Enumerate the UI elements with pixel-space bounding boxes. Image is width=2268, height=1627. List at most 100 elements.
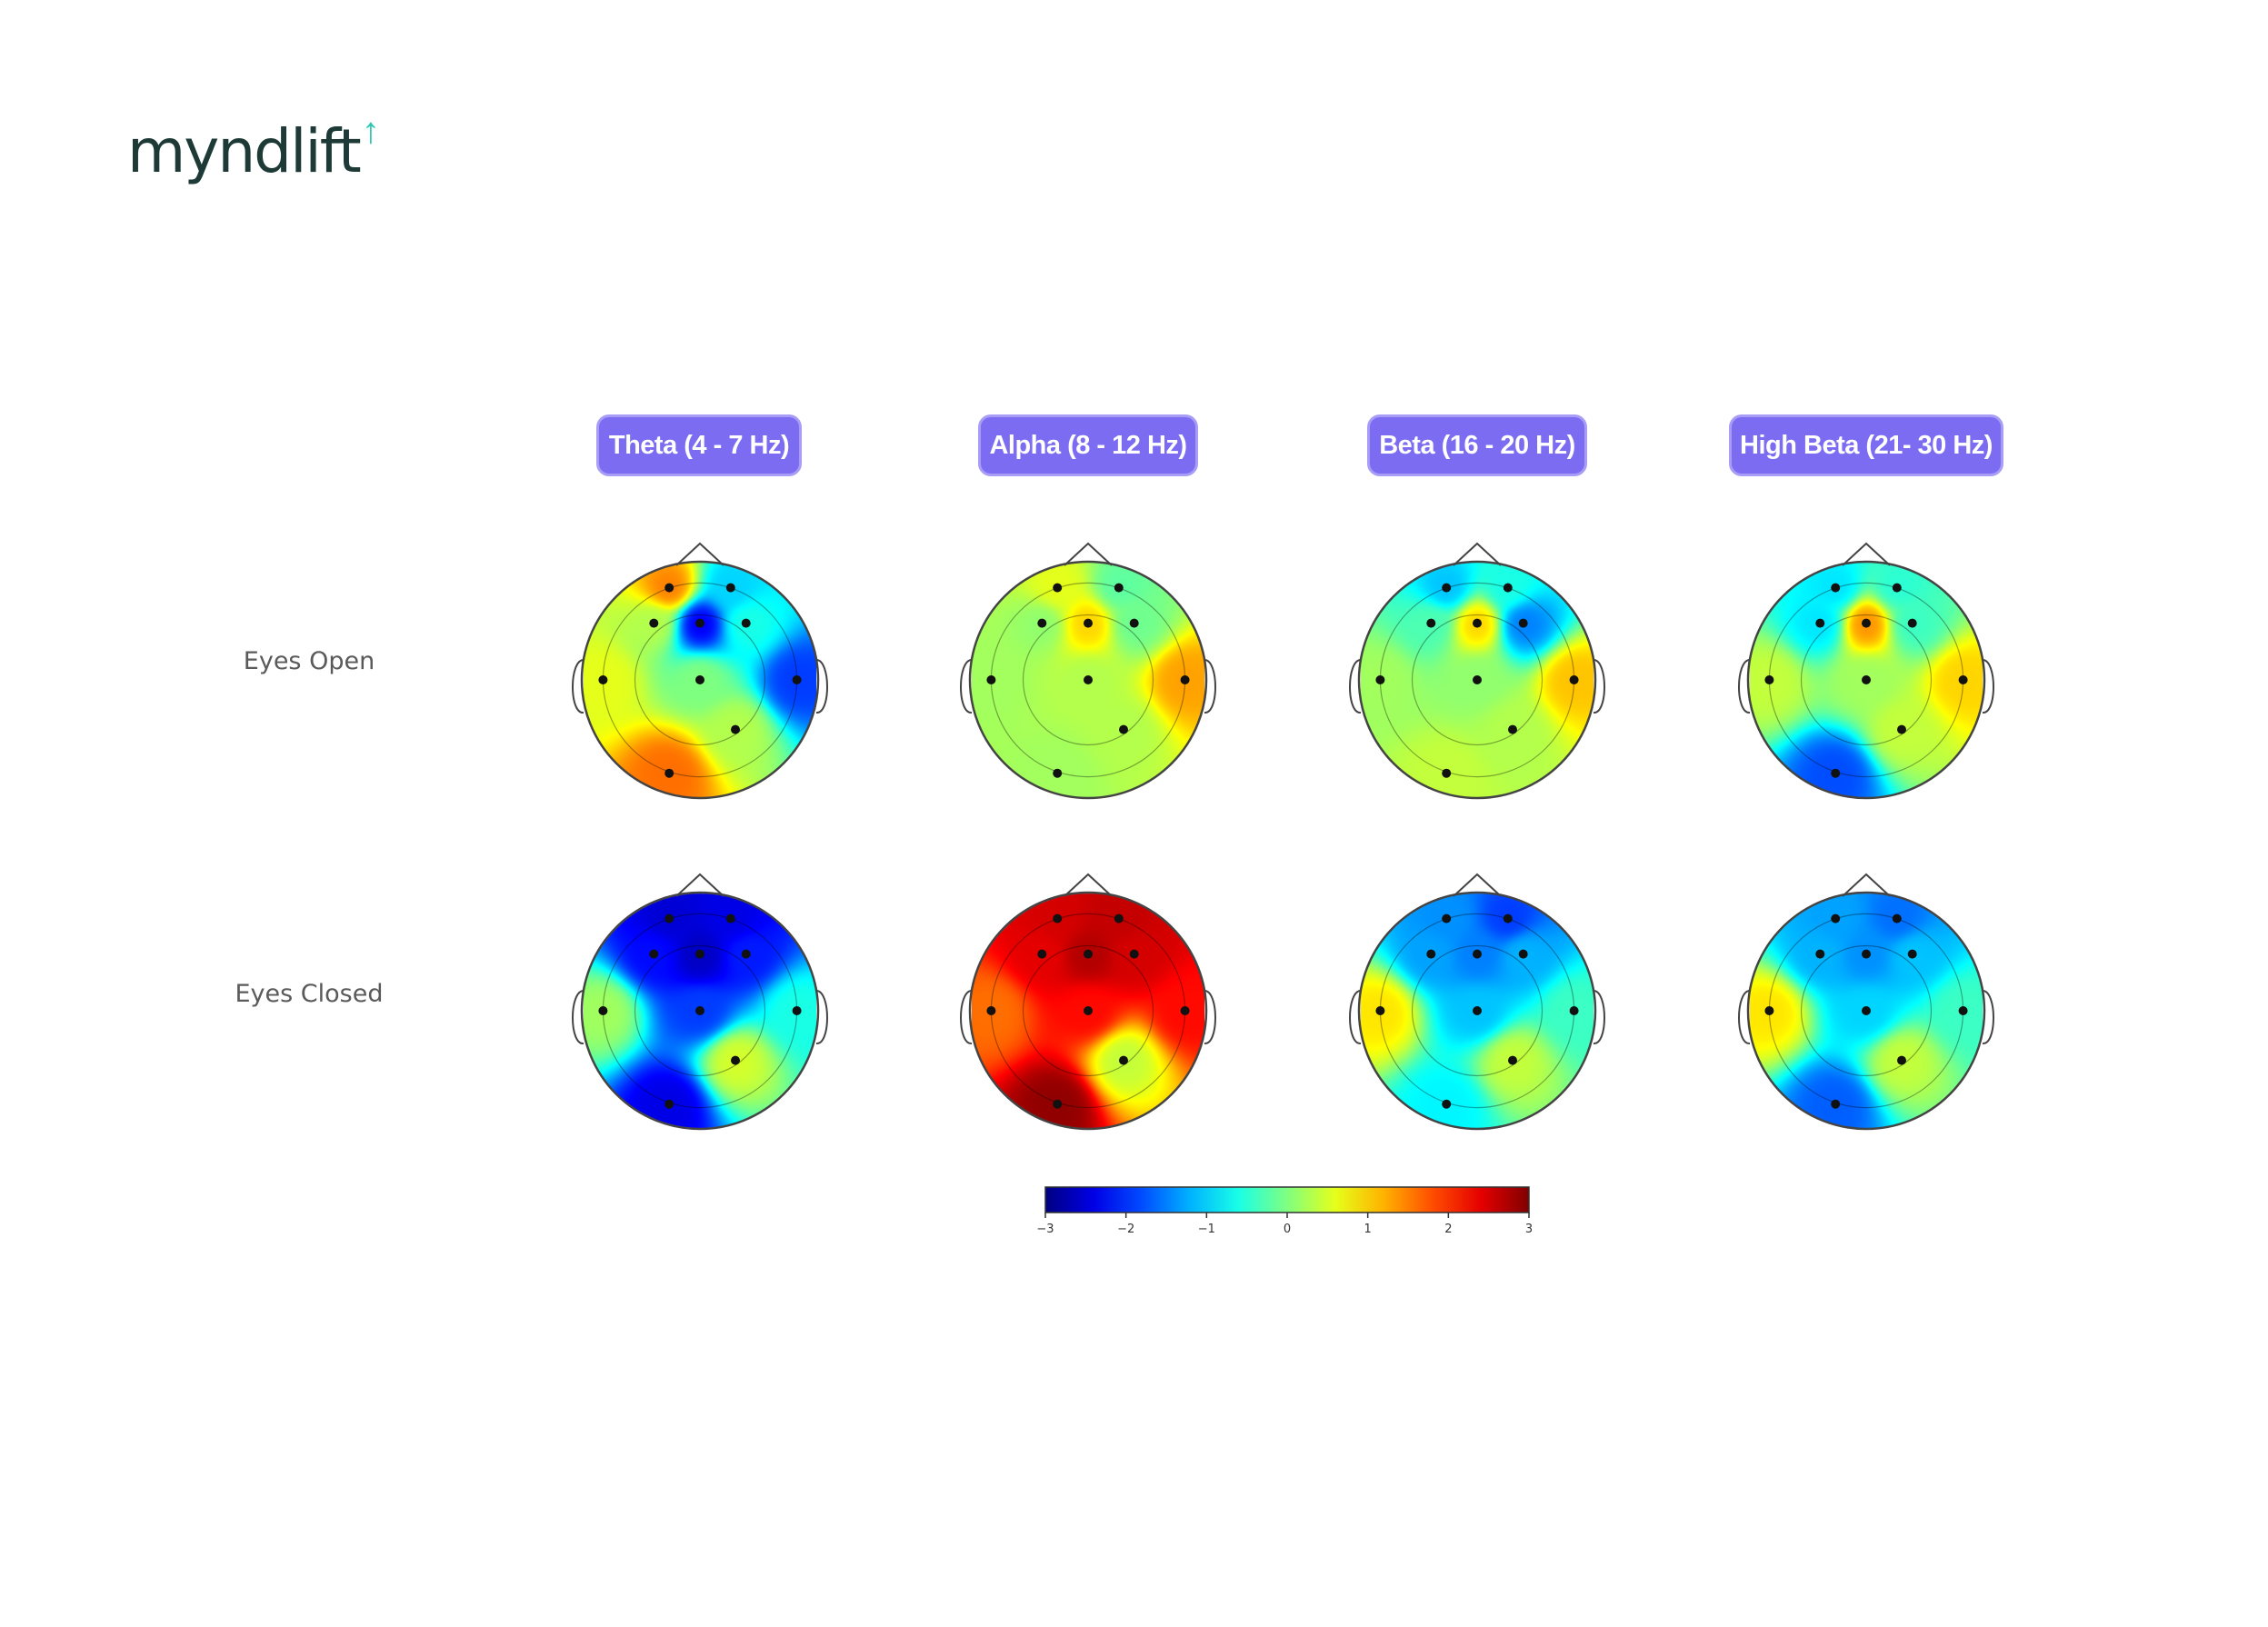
head-outline [1357, 560, 1597, 800]
electrode-o1 [664, 1099, 674, 1109]
electrode-o2 [1508, 724, 1517, 734]
electrode-t4 [1180, 1006, 1190, 1015]
electrode-f3 [1053, 913, 1063, 923]
contour-line [1022, 614, 1154, 746]
nose-outline [1842, 542, 1891, 566]
colorbar-gradient [1044, 1186, 1530, 1213]
electrode-f4 [1114, 913, 1124, 923]
electrode-c3 [1426, 618, 1436, 628]
electrode-o1 [1831, 1099, 1841, 1109]
head-outline [968, 560, 1208, 800]
contour-line [1800, 944, 1933, 1077]
band-label-alpha: Alpha (8 - 12 Hz) [978, 414, 1198, 476]
electrode-c4 [741, 618, 751, 628]
row-label-eyes-closed: Eyes Closed [235, 980, 384, 1008]
electrode-c3 [1815, 949, 1825, 959]
colorbar-tick-label: 0 [1284, 1223, 1291, 1236]
head-outline [1746, 560, 1986, 800]
topomap [960, 542, 1216, 800]
electrode-c3 [1037, 949, 1047, 959]
band-label-theta: Theta (4 - 7 Hz) [596, 414, 802, 476]
electrode-t3 [1764, 1006, 1774, 1015]
electrode-f3 [1442, 913, 1452, 923]
electrode-t4 [1180, 675, 1190, 684]
electrode-cz [695, 675, 704, 684]
electrode-c4 [1907, 618, 1917, 628]
electrode-o2 [1119, 724, 1128, 734]
electrode-c4 [1907, 949, 1917, 959]
electrode-t3 [986, 1006, 996, 1015]
electrode-f4 [1503, 913, 1513, 923]
contour-line [634, 944, 766, 1077]
electrode-c4 [1518, 618, 1528, 628]
myndlift-logo: myndlift ↑ [127, 111, 380, 186]
electrode-f3 [664, 583, 674, 593]
electrode-o1 [1053, 768, 1063, 778]
nose-outline [1453, 873, 1502, 897]
electrode-cz [1473, 1006, 1482, 1015]
colorbar-tick-label: 3 [1525, 1223, 1533, 1236]
nose-outline [1842, 873, 1891, 897]
electrode-o2 [731, 1055, 740, 1065]
electrode-fz [1473, 949, 1482, 959]
electrode-f4 [1892, 583, 1902, 593]
topomap [1738, 542, 1994, 800]
electrode-fz [1084, 618, 1093, 628]
electrode-f3 [664, 913, 674, 923]
electrode-fz [695, 949, 704, 959]
electrode-t4 [1958, 675, 1968, 684]
electrode-t4 [1569, 1006, 1579, 1015]
electrode-t3 [1375, 675, 1385, 684]
colorbar: −3 −2 −1 0 1 2 3 [1036, 1186, 1533, 1236]
colorbar-tick-label: −2 [1117, 1223, 1134, 1236]
topomap [1349, 873, 1605, 1131]
electrode-c4 [1518, 949, 1528, 959]
electrode-f4 [725, 913, 735, 923]
electrode-f3 [1053, 583, 1063, 593]
topomap [1349, 542, 1605, 800]
electrode-f3 [1442, 583, 1452, 593]
band-label-beta: Beta (16 - 20 Hz) [1367, 414, 1587, 476]
electrode-cz [695, 1006, 704, 1015]
electrode-o2 [1119, 1055, 1128, 1065]
contour-line [1411, 944, 1544, 1077]
electrode-c3 [649, 618, 659, 628]
electrode-o2 [1508, 1055, 1517, 1065]
topomap [572, 873, 828, 1131]
electrode-fz [695, 618, 704, 628]
electrode-o1 [1442, 1099, 1452, 1109]
up-arrow-icon: ↑ [361, 111, 380, 151]
electrode-c3 [649, 949, 659, 959]
logo-wordmark: myndlift [127, 116, 362, 186]
electrode-t4 [1958, 1006, 1968, 1015]
electrode-fz [1473, 618, 1482, 628]
electrode-f3 [1831, 583, 1841, 593]
electrode-cz [1084, 675, 1093, 684]
electrode-fz [1862, 618, 1871, 628]
colorbar-tick-label: 2 [1444, 1223, 1452, 1236]
topomap [960, 873, 1216, 1131]
head-outline [1746, 891, 1986, 1131]
band-label-high-beta: High Beta (21- 30 Hz) [1729, 414, 2003, 476]
electrode-f3 [1831, 913, 1841, 923]
head-outline [580, 891, 820, 1131]
row-label-eyes-open: Eyes Open [243, 647, 375, 675]
electrode-c3 [1037, 618, 1047, 628]
electrode-f4 [1503, 583, 1513, 593]
nose-outline [675, 873, 724, 897]
nose-outline [1064, 873, 1113, 897]
electrode-o1 [664, 768, 674, 778]
electrode-c3 [1815, 618, 1825, 628]
topomap [1738, 873, 1994, 1131]
electrode-c4 [1129, 949, 1139, 959]
electrode-t3 [986, 675, 996, 684]
electrode-cz [1473, 675, 1482, 684]
electrode-cz [1862, 675, 1871, 684]
electrode-t4 [1569, 675, 1579, 684]
electrode-o1 [1053, 1099, 1063, 1109]
nose-outline [675, 542, 724, 566]
nose-outline [1453, 542, 1502, 566]
electrode-o2 [731, 724, 740, 734]
electrode-o2 [1897, 1055, 1906, 1065]
